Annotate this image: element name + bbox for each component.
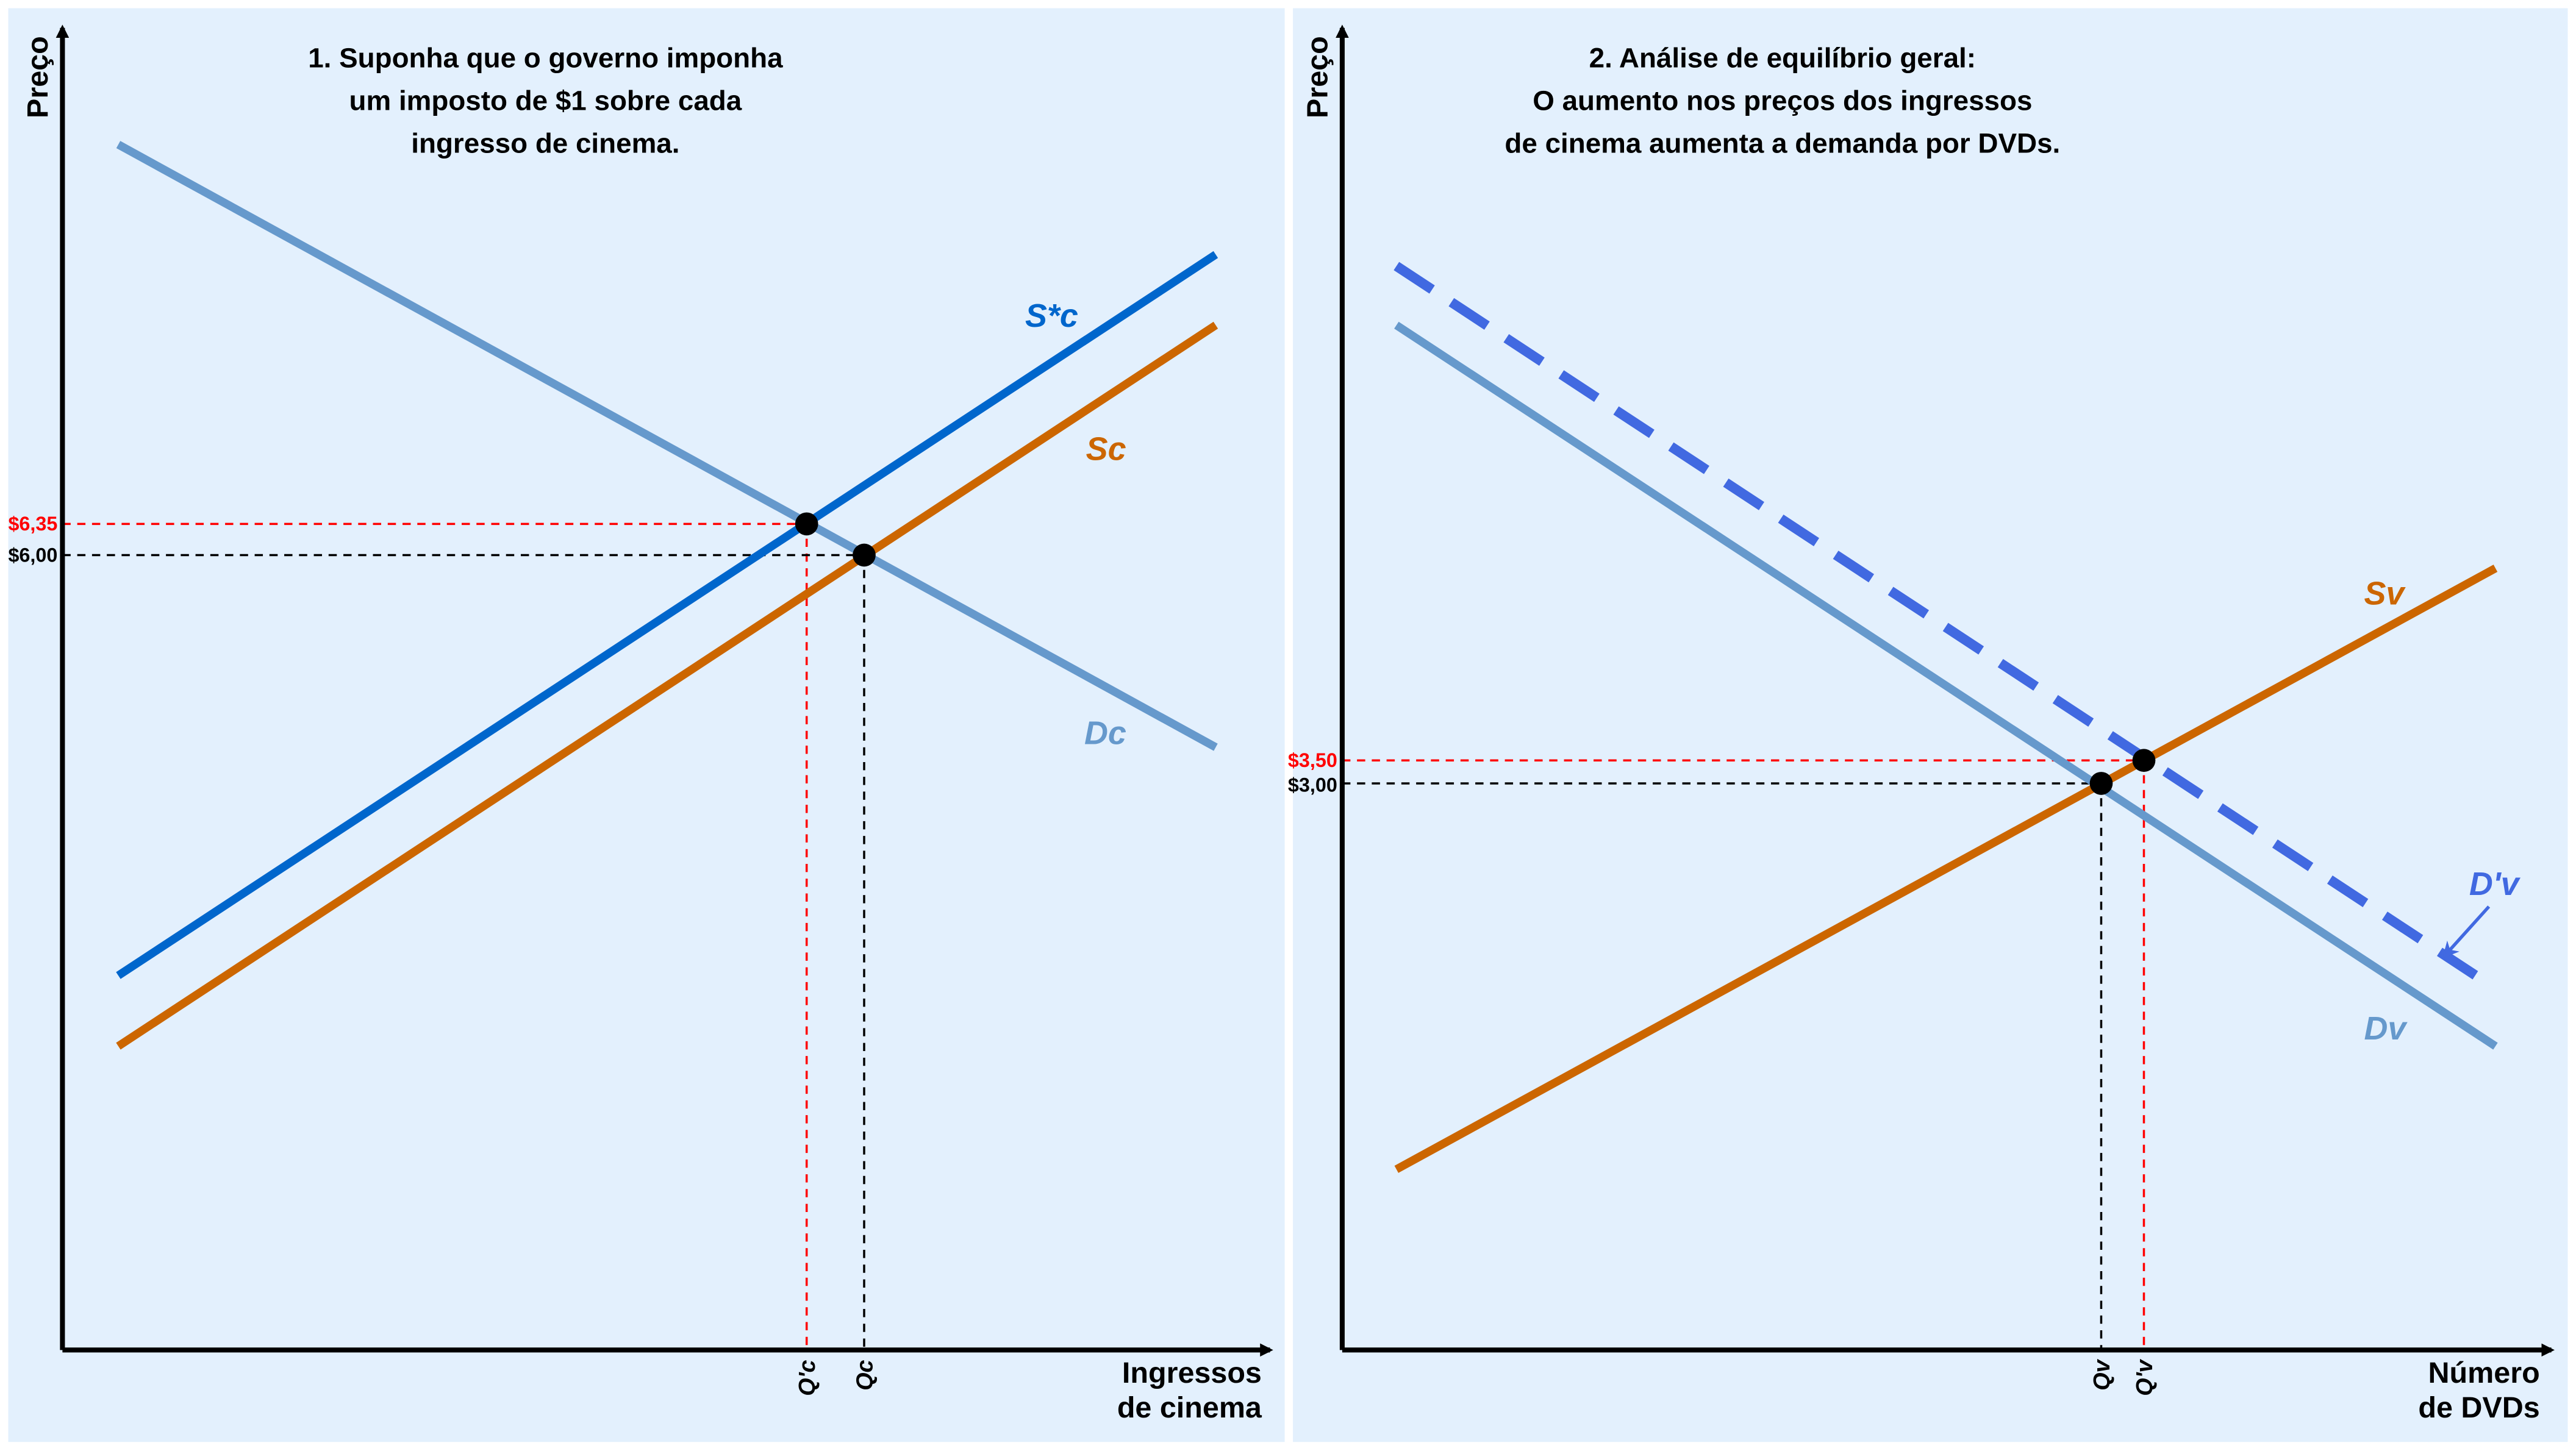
- supply-curve-sc: [116, 321, 1218, 1050]
- title-line: um imposto de $1 sobre cada: [349, 85, 742, 116]
- curve-label-s-star-c: S*c: [1025, 298, 1078, 334]
- price-tick-label: $3,50: [1288, 749, 1337, 771]
- demand-curve-dv: [1394, 321, 2498, 1050]
- supply-curve-s-star-c: [116, 251, 1218, 979]
- curve-label-d-prime-v: D'v: [2469, 866, 2521, 902]
- d-prime-v-pointer-arrow: [2442, 905, 2491, 958]
- qty-tick-label: Qv: [2089, 1358, 2114, 1390]
- equilibrium-point-initial: [853, 543, 876, 567]
- title-line: ingresso de cinema.: [411, 128, 679, 159]
- x-axis-label: de cinema: [1117, 1391, 1262, 1424]
- demand-curve-dc: [116, 141, 1218, 751]
- title-line: 1. Suponha que o governo imponha: [308, 42, 783, 73]
- panel-background: [8, 8, 1285, 1442]
- y-axis-label: Preço: [21, 36, 54, 118]
- title-line: O aumento nos preços dos ingressos: [1533, 85, 2032, 116]
- qty-tick-label: Q'v: [2131, 1358, 2157, 1396]
- equilibrium-point-initial: [2089, 772, 2113, 795]
- curve-label-dc: Dc: [1084, 715, 1126, 751]
- x-axis-label: Número: [2428, 1357, 2540, 1389]
- y-axis-label: Preço: [1301, 36, 1334, 118]
- panel-cinema: 1. Suponha que o governo imponha um impo…: [8, 8, 1285, 1442]
- qty-tick-label: Qc: [851, 1360, 877, 1390]
- x-axis-label: Ingressos: [1122, 1357, 1262, 1389]
- demand-curve-d-prime-v: [1394, 262, 2479, 980]
- equilibrium-point-new: [2132, 749, 2156, 772]
- x-axis-label: de DVDs: [2418, 1391, 2539, 1424]
- curve-label-dv: Dv: [2364, 1010, 2408, 1047]
- price-tick-label: $3,00: [1288, 774, 1337, 796]
- panel-dvds: 2. Análise de equilíbrio geral: O aument…: [1288, 8, 2568, 1442]
- title-line: 2. Análise de equilíbrio geral:: [1589, 42, 1976, 73]
- supply-curve-sv: [1394, 565, 2498, 1173]
- qty-tick-label: Q'c: [794, 1360, 820, 1396]
- panel-background: [1293, 8, 2568, 1442]
- price-tick-label: $6,00: [8, 544, 57, 566]
- curve-label-sv: Sv: [2364, 575, 2406, 611]
- title-line: de cinema aumenta a demanda por DVDs.: [1504, 128, 2060, 159]
- curve-label-sc: Sc: [1086, 430, 1126, 467]
- equilibrium-point-tax: [795, 512, 818, 536]
- price-tick-label: $6,35: [8, 513, 57, 535]
